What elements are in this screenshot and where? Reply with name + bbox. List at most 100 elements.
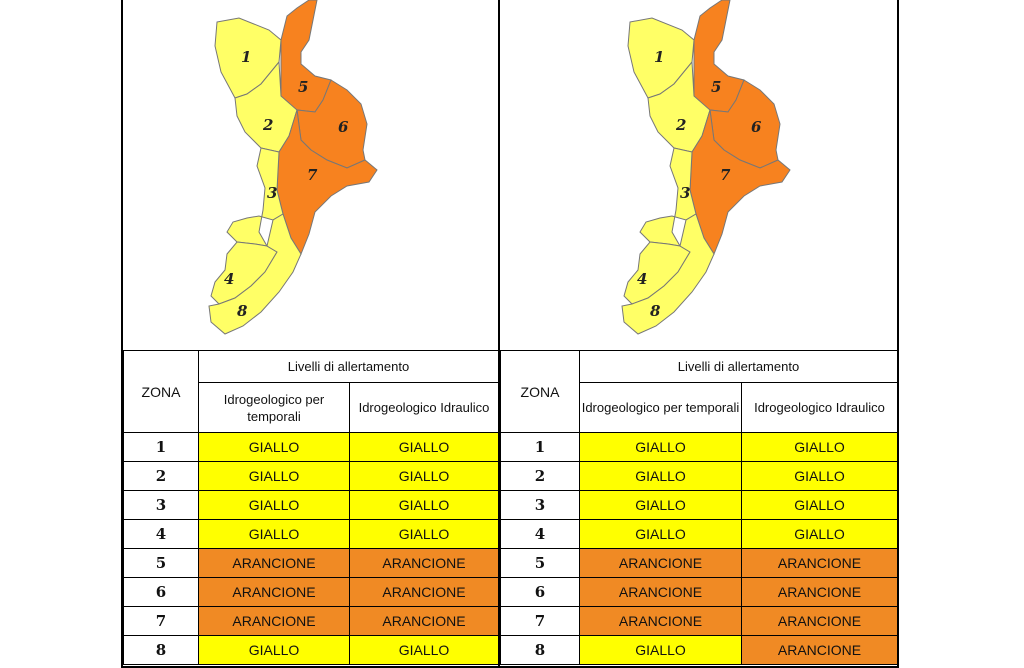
bottom-border (500, 666, 897, 668)
table-row: 4 GIALLO GIALLO (123, 519, 499, 549)
idraulico-level: ARANCIONE (349, 548, 499, 578)
map-label-zone-4: 4 (224, 270, 234, 288)
idraulico-header: Idrogeologico Idraulico (741, 382, 898, 433)
table-row: 5 ARANCIONE ARANCIONE (123, 548, 499, 578)
temporali-level: GIALLO (579, 490, 742, 520)
livelli-header: Livelli di allertamento (579, 350, 898, 383)
table-row: 2 GIALLO GIALLO (500, 461, 898, 491)
map-zone-8 (621, 213, 715, 335)
temporali-level: ARANCIONE (198, 548, 350, 578)
map-label-zone-3: 3 (267, 184, 277, 202)
zone-number: 2 (123, 461, 199, 491)
map-label-zone-2: 2 (675, 116, 686, 134)
map-zone-3 (226, 147, 284, 247)
table-row: 7 ARANCIONE ARANCIONE (123, 606, 499, 636)
temporali-level: GIALLO (198, 635, 350, 665)
table-row: 2 GIALLO GIALLO (123, 461, 499, 491)
idraulico-level: GIALLO (741, 432, 898, 462)
temporali-level: ARANCIONE (579, 548, 742, 578)
zone-number: 2 (500, 461, 580, 491)
temporali-level: GIALLO (579, 519, 742, 549)
rows-left: 1 GIALLO GIALLO 2 GIALLO GIALLO 3 GIALLO GIALLO 4… (123, 432, 499, 665)
map-label-zone-7: 7 (307, 166, 318, 184)
temporali-level: GIALLO (198, 461, 350, 491)
alert-table-right: ZONA Livelli di allertamento Idrogeologi… (500, 350, 898, 665)
temporali-level: GIALLO (579, 461, 742, 491)
table-row: 1 GIALLO GIALLO (500, 432, 898, 462)
table-row: 8 GIALLO GIALLO (123, 635, 499, 665)
alert-table-left: ZONA Livelli di allertamento Idrogeologi… (123, 350, 499, 665)
table-row: 3 GIALLO GIALLO (500, 490, 898, 520)
map-label-zone-3: 3 (680, 184, 690, 202)
temporali-level: ARANCIONE (579, 577, 742, 607)
table-row: 6 ARANCIONE ARANCIONE (500, 577, 898, 607)
rows-right: 1 GIALLO GIALLO 2 GIALLO GIALLO 3 GIALLO GIALLO 4… (500, 432, 898, 665)
zona-header: ZONA (500, 350, 580, 433)
map-label-zone-5: 5 (711, 78, 721, 96)
idraulico-level: GIALLO (741, 461, 898, 491)
table-row: 7 ARANCIONE ARANCIONE (500, 606, 898, 636)
table-row: 8 GIALLO ARANCIONE (500, 635, 898, 665)
zone-number: 3 (500, 490, 580, 520)
zone-number: 3 (123, 490, 199, 520)
map-label-zone-1: 1 (654, 48, 664, 66)
idraulico-level: GIALLO (349, 635, 499, 665)
idraulico-level: ARANCIONE (349, 577, 499, 607)
idraulico-level: GIALLO (349, 432, 499, 462)
map-label-zone-4: 4 (637, 270, 647, 288)
table-row: 4 GIALLO GIALLO (500, 519, 898, 549)
zone-number: 1 (123, 432, 199, 462)
bottom-border (123, 666, 498, 668)
zone-number: 1 (500, 432, 580, 462)
zone-number: 7 (500, 606, 580, 636)
map-label-zone-8: 8 (237, 302, 248, 320)
idraulico-level: GIALLO (741, 490, 898, 520)
table-row: 3 GIALLO GIALLO (123, 490, 499, 520)
zone-number: 5 (123, 548, 199, 578)
temporali-level: ARANCIONE (579, 606, 742, 636)
idraulico-level: ARANCIONE (741, 635, 898, 665)
map-label-zone-1: 1 (241, 48, 251, 66)
zone-number: 6 (500, 577, 580, 607)
table-row: 5 ARANCIONE ARANCIONE (500, 548, 898, 578)
idraulico-level: ARANCIONE (741, 606, 898, 636)
zona-header: ZONA (123, 350, 199, 433)
idraulico-level: GIALLO (349, 519, 499, 549)
zone-number: 5 (500, 548, 580, 578)
alert-panel-left: 1 2 3 4 5 6 7 8 ZONA Livelli di allertam… (121, 0, 500, 668)
temporali-level: GIALLO (198, 519, 350, 549)
temporali-header: Idrogeologico per temporali (198, 382, 350, 433)
livelli-header: Livelli di allertamento (198, 350, 499, 383)
zones-map-left: 1 2 3 4 5 6 7 8 (208, 0, 378, 335)
map-label-zone-5: 5 (298, 78, 308, 96)
map-label-zone-2: 2 (262, 116, 273, 134)
zones-map-right: 1 2 3 4 5 6 7 8 (621, 0, 791, 335)
idraulico-level: ARANCIONE (741, 577, 898, 607)
temporali-level: GIALLO (579, 432, 742, 462)
idraulico-level: GIALLO (349, 461, 499, 491)
temporali-level: ARANCIONE (198, 577, 350, 607)
table-row: 6 ARANCIONE ARANCIONE (123, 577, 499, 607)
zone-number: 6 (123, 577, 199, 607)
calabria-map-left: 1 2 3 4 5 6 7 8 (123, 0, 498, 350)
idraulico-level: GIALLO (349, 490, 499, 520)
temporali-header: Idrogeologico per temporali (579, 382, 742, 433)
map-label-zone-6: 6 (751, 118, 762, 136)
idraulico-level: ARANCIONE (349, 606, 499, 636)
map-label-zone-7: 7 (720, 166, 731, 184)
temporali-level: ARANCIONE (198, 606, 350, 636)
zone-number: 4 (500, 519, 580, 549)
map-zone-3 (639, 147, 697, 247)
alert-panel-right: 1 2 3 4 5 6 7 8 ZONA Livelli di allertam… (498, 0, 899, 668)
zone-number: 8 (500, 635, 580, 665)
map-label-zone-8: 8 (650, 302, 661, 320)
idraulico-level: ARANCIONE (741, 548, 898, 578)
temporali-level: GIALLO (579, 635, 742, 665)
zone-number: 4 (123, 519, 199, 549)
idraulico-header: Idrogeologico Idraulico (349, 382, 499, 433)
idraulico-level: GIALLO (741, 519, 898, 549)
temporali-level: GIALLO (198, 490, 350, 520)
calabria-map-right: 1 2 3 4 5 6 7 8 (500, 0, 897, 350)
table-row: 1 GIALLO GIALLO (123, 432, 499, 462)
map-label-zone-6: 6 (338, 118, 349, 136)
